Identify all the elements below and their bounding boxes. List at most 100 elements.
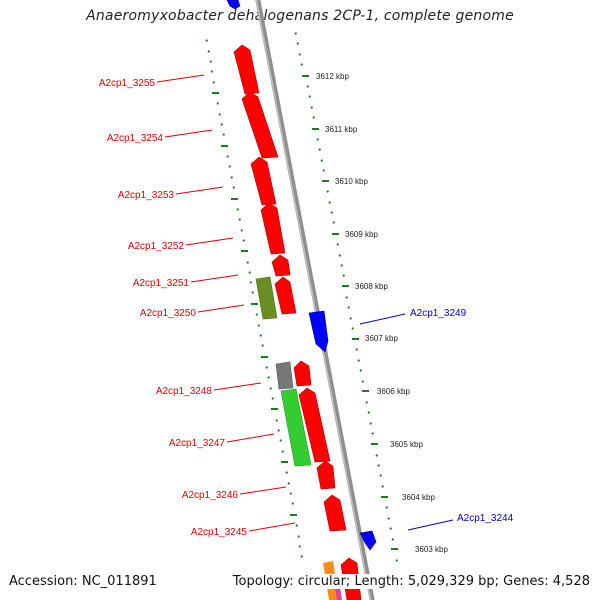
gene-A2cp1_3246[interactable] [316, 460, 336, 490]
label-leaders-right [359, 313, 454, 531]
genes-value: 4,528 [552, 574, 590, 589]
length-label: Length: [354, 574, 404, 589]
gene-A2cp1_3245[interactable] [323, 494, 347, 532]
gene-label[interactable]: A2cp1_3255 [99, 78, 156, 89]
gene-label[interactable]: A2cp1_3251 [133, 278, 190, 289]
scale-label: 3603 kbp [415, 545, 448, 554]
tick [377, 464, 381, 467]
tick [226, 155, 230, 158]
gene-label[interactable]: A2cp1_3247 [169, 438, 226, 449]
accession-value: NC_011891 [81, 574, 157, 589]
scale-label: 3609 kbp [345, 230, 378, 239]
gene-A2cp1_3244[interactable] [359, 530, 377, 551]
gene-A2cp1_3253[interactable] [250, 156, 277, 206]
tick [249, 281, 253, 284]
tick [238, 218, 242, 221]
gene-A2cp1_3250-fwd[interactable] [274, 276, 297, 315]
gene-A2cp1_3248-fwd[interactable] [293, 360, 312, 387]
gene-label[interactable]: A2cp1_3244 [457, 513, 514, 524]
gene-A2cp1_3250[interactable] [255, 276, 278, 320]
tick [216, 102, 220, 105]
tick [357, 359, 361, 362]
gene-A2cp1_3252[interactable] [260, 202, 286, 255]
tick [371, 432, 375, 435]
tick [391, 538, 395, 541]
gene-label[interactable]: A2cp1_3250 [140, 308, 197, 319]
tick [369, 422, 373, 425]
tick [267, 376, 271, 379]
tick [359, 369, 363, 372]
tick [367, 411, 371, 414]
tick [240, 229, 244, 232]
tick [209, 60, 213, 63]
tick [365, 401, 369, 404]
tick [230, 176, 234, 179]
tick [387, 517, 391, 520]
gene-label[interactable]: A2cp1_3248 [156, 386, 213, 397]
tick [232, 186, 236, 189]
tick [265, 366, 269, 369]
gene-A2cp1_3251[interactable] [271, 254, 291, 277]
tick [210, 70, 214, 73]
tick [296, 42, 300, 45]
reverse-genes [226, 0, 377, 551]
gene-label[interactable]: A2cp1_3254 [107, 133, 164, 144]
gene-label[interactable]: A2cp1_3249 [410, 308, 467, 319]
map-title: Anaeromyxobacter dehalogenans 2CP-1, com… [86, 8, 514, 24]
tick [289, 492, 293, 495]
tick [330, 211, 334, 214]
gene-label[interactable]: A2cp1_3245 [191, 527, 248, 538]
accession-label: Accession: [9, 574, 78, 589]
tick [361, 380, 365, 383]
tick [347, 306, 351, 309]
tick [236, 208, 240, 211]
tick [306, 85, 310, 88]
tick [310, 106, 314, 109]
tick [332, 221, 336, 224]
tick [385, 506, 389, 509]
tick [308, 95, 312, 98]
tick [300, 555, 304, 558]
scale-labels: 3612 kbp 3611 kbp 3610 kbp 3609 kbp 3608… [316, 72, 448, 554]
gene-A2cp1_3247[interactable] [280, 388, 312, 467]
scale-label: 3605 kbp [390, 440, 423, 449]
scale-label: 3607 kbp [365, 334, 398, 343]
tick [381, 485, 385, 488]
tick [295, 524, 299, 527]
tick [271, 397, 275, 400]
scale-label: 3608 kbp [355, 282, 388, 291]
gene-label[interactable]: A2cp1_3246 [182, 490, 239, 501]
tick [318, 148, 322, 151]
label-leaders-left [156, 74, 296, 532]
gene-A2cp1_3249[interactable] [308, 310, 329, 353]
tick [298, 53, 302, 56]
tick [395, 559, 399, 562]
gene-A2cp1_3248[interactable] [275, 361, 294, 390]
tick [287, 482, 291, 485]
tick [248, 271, 252, 274]
tick [257, 324, 261, 327]
tick [340, 264, 344, 267]
tick [222, 133, 226, 136]
scale-label: 3611 kbp [325, 125, 358, 134]
tick [389, 527, 393, 530]
scale-label: 3604 kbp [402, 493, 435, 502]
tick [277, 429, 281, 432]
scale-label: 3612 kbp [316, 72, 349, 81]
forward-genes [233, 44, 362, 600]
tick [336, 243, 340, 246]
tick [285, 471, 289, 474]
tick [242, 239, 246, 242]
tick [375, 454, 379, 457]
gene-A2cp1_3255[interactable] [233, 44, 260, 95]
tick [328, 201, 332, 204]
genome-backbone-highlight [255, 0, 372, 600]
gene-label[interactable]: A2cp1_3252 [128, 241, 185, 252]
gene-top-reverse[interactable] [226, 0, 241, 10]
tick [281, 450, 285, 453]
gene-label[interactable]: A2cp1_3253 [118, 190, 175, 201]
gene-A2cp1_3247-fwd[interactable] [298, 387, 331, 463]
gene-A2cp1_3254[interactable] [241, 91, 279, 159]
tick [355, 348, 359, 351]
